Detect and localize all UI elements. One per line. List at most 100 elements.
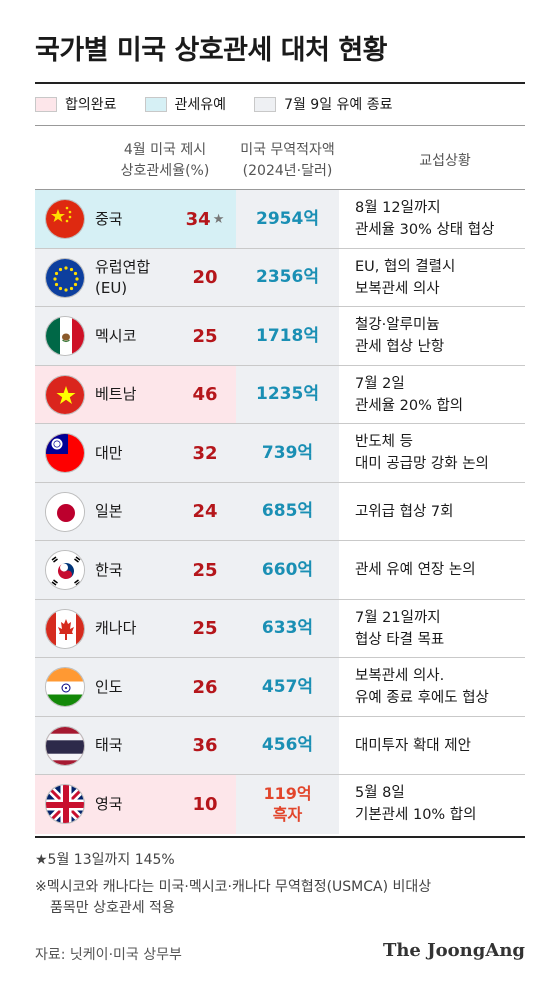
korea-flag-icon: [45, 550, 85, 590]
vietnam-flag-icon: [45, 374, 85, 415]
trade-deficit: 660억: [236, 541, 339, 599]
country-label: 인도: [95, 677, 123, 696]
deficit-value: 1718억: [256, 325, 319, 346]
brand-logo: The JoongAng: [382, 940, 525, 961]
star-icon: ★: [212, 211, 225, 227]
tariff-value: 20: [192, 267, 218, 288]
negotiation-status: 고위급 협상 7회: [355, 483, 525, 541]
country-name: 중국: [95, 190, 123, 248]
legend-swatch-ended: [254, 96, 277, 112]
surplus-label: 흑자: [272, 805, 303, 824]
table-row: 일본 24 685억 고위급 협상 7회: [35, 482, 525, 541]
negotiation-status: 철강·알루미늄 관세 협상 난항: [355, 307, 525, 365]
header-tariff: 4월 미국 제시 상호관세율(%): [100, 140, 230, 182]
negotiation-line1: EU, 협의 결렬시: [355, 258, 456, 275]
negotiation-line2: 기본관세 10% 합의: [355, 807, 477, 823]
page-title: 국가별 미국 상호관세 대처 현황: [35, 35, 388, 66]
tariff-value: 10: [192, 793, 218, 815]
negotiation-line1: 8월 12일까지: [355, 200, 441, 216]
table-bottom-divider: [35, 836, 525, 838]
negotiation-line1: 5월 8일: [355, 785, 405, 801]
negotiation-line1: 대미투자 확대 제안: [355, 737, 471, 754]
negotiation-status: 보복관세 의사. 유예 종료 후에도 협상: [355, 658, 525, 716]
footnote-usmca: ※멕시코와 캐나다는 미국·멕시코·캐나다 무역협정(USMCA) 비대상 품목…: [35, 877, 515, 919]
deficit-value: 2356억: [256, 267, 319, 287]
country-sublabel: (EU): [95, 278, 128, 297]
tariff-rate: 24: [175, 483, 235, 541]
trade-deficit: 739억: [236, 424, 339, 482]
deficit-value: 660억: [261, 559, 314, 580]
uk-flag-icon: [45, 784, 85, 824]
negotiation-line1: 7월 2일: [355, 375, 405, 392]
deficit-value: 1235억: [256, 384, 319, 404]
country-name: 인도: [95, 658, 123, 716]
negotiation-line2: 보복관세 의사: [355, 280, 440, 297]
country-name: 대만: [95, 424, 123, 482]
deficit-value: 119억: [263, 784, 312, 803]
header-deficit: 미국 무역적자액 (2024년·달러): [225, 140, 350, 182]
negotiation-line2: 유예 종료 후에도 협상: [355, 690, 489, 706]
footnote-star: ★5월 13일까지 145%: [35, 852, 175, 868]
negotiation-line2: 관세율 20% 합의: [355, 397, 464, 414]
legend-item-ended: 7월 9일 유예 종료: [254, 94, 393, 114]
deficit-value: 739억: [261, 442, 314, 463]
table-row: 인도 26 457억 보복관세 의사. 유예 종료 후에도 협상: [35, 658, 525, 717]
deficit-column-band: [236, 190, 339, 834]
legend-label: 7월 9일 유예 종료: [284, 97, 393, 113]
header-tariff-line1: 4월 미국 제시: [123, 142, 207, 158]
table-row: 한국 25 660억 관세 유예 연장 논의: [35, 541, 525, 600]
negotiation-line2: 관세율 30% 상태 협상: [355, 222, 495, 238]
japan-flag-icon: [45, 491, 85, 532]
table-row: 캐나다 25 633억 7월 21일까지 협상 타결 목표: [35, 599, 525, 658]
tariff-rate: 46: [175, 366, 235, 424]
trade-deficit: 1718억: [236, 307, 339, 365]
india-flag-icon: [45, 667, 85, 707]
table-row: 베트남 46 1235억 7월 2일 관세율 20% 합의: [35, 365, 525, 424]
footnote-usmca-line2: 품목만 상호관세 적용: [50, 900, 175, 916]
legend-swatch-deferred: [144, 96, 167, 112]
country-label: 멕시코: [95, 326, 137, 345]
country-name: 캐나다: [95, 600, 136, 658]
deficit-value: 685억: [261, 501, 314, 521]
trade-deficit: 685억: [236, 483, 339, 541]
tariff-rate: 10: [175, 775, 235, 833]
country-name: 한국: [95, 541, 123, 599]
negotiation-line2: 관세 협상 난항: [355, 339, 445, 355]
mexico-flag-icon: [45, 316, 85, 356]
trade-deficit: 1235억: [236, 366, 339, 424]
deficit-value: 633억: [261, 618, 314, 638]
trade-deficit: 456억: [236, 717, 339, 775]
legend-divider: [35, 125, 525, 126]
tariff-rate: 36: [175, 717, 235, 775]
negotiation-status: 관세 유예 연장 논의: [355, 541, 525, 599]
trade-deficit: 633억: [236, 600, 339, 658]
country-label: 일본: [95, 502, 123, 520]
tariff-value: 24: [192, 501, 218, 522]
trade-deficit: 2954억: [236, 190, 339, 248]
legend-label: 합의완료: [65, 97, 117, 113]
data-table: 중국 34 ★ 2954억 8월 12일까지 관세율 30% 상태 협상 유럽연합 (EU) 2…: [35, 190, 525, 834]
tariff-value: 26: [192, 676, 218, 698]
negotiation-line1: 관세 유예 연장 논의: [355, 562, 476, 578]
thailand-flag-icon: [45, 725, 85, 766]
tariff-rate: 20: [175, 249, 235, 307]
table-row: 대만 32 739억 반도체 등 대미 공급망 강화 논의: [35, 424, 525, 483]
header-deficit-line1: 미국 무역적자액: [240, 142, 335, 158]
table-row: 유럽연합 (EU) 20 2356억 EU, 협의 결렬시 보복관세 의사: [35, 248, 525, 307]
header-deficit-line2: (2024년·달러): [242, 163, 333, 179]
legend-item-deferred: 관세유예: [144, 94, 226, 114]
country-name: 일본: [95, 483, 123, 541]
deficit-value: 2954억: [256, 208, 319, 229]
trade-deficit: 2356억: [236, 249, 339, 307]
tariff-value: 36: [192, 735, 218, 756]
tariff-rate: 26: [175, 658, 235, 716]
legend-swatch-agreed: [35, 96, 57, 112]
table-row: 중국 34 ★ 2954억 8월 12일까지 관세율 30% 상태 협상: [35, 190, 525, 249]
tariff-value: 25: [192, 559, 218, 581]
tariff-value: 46: [192, 384, 218, 405]
country-label: 중국: [95, 209, 123, 228]
